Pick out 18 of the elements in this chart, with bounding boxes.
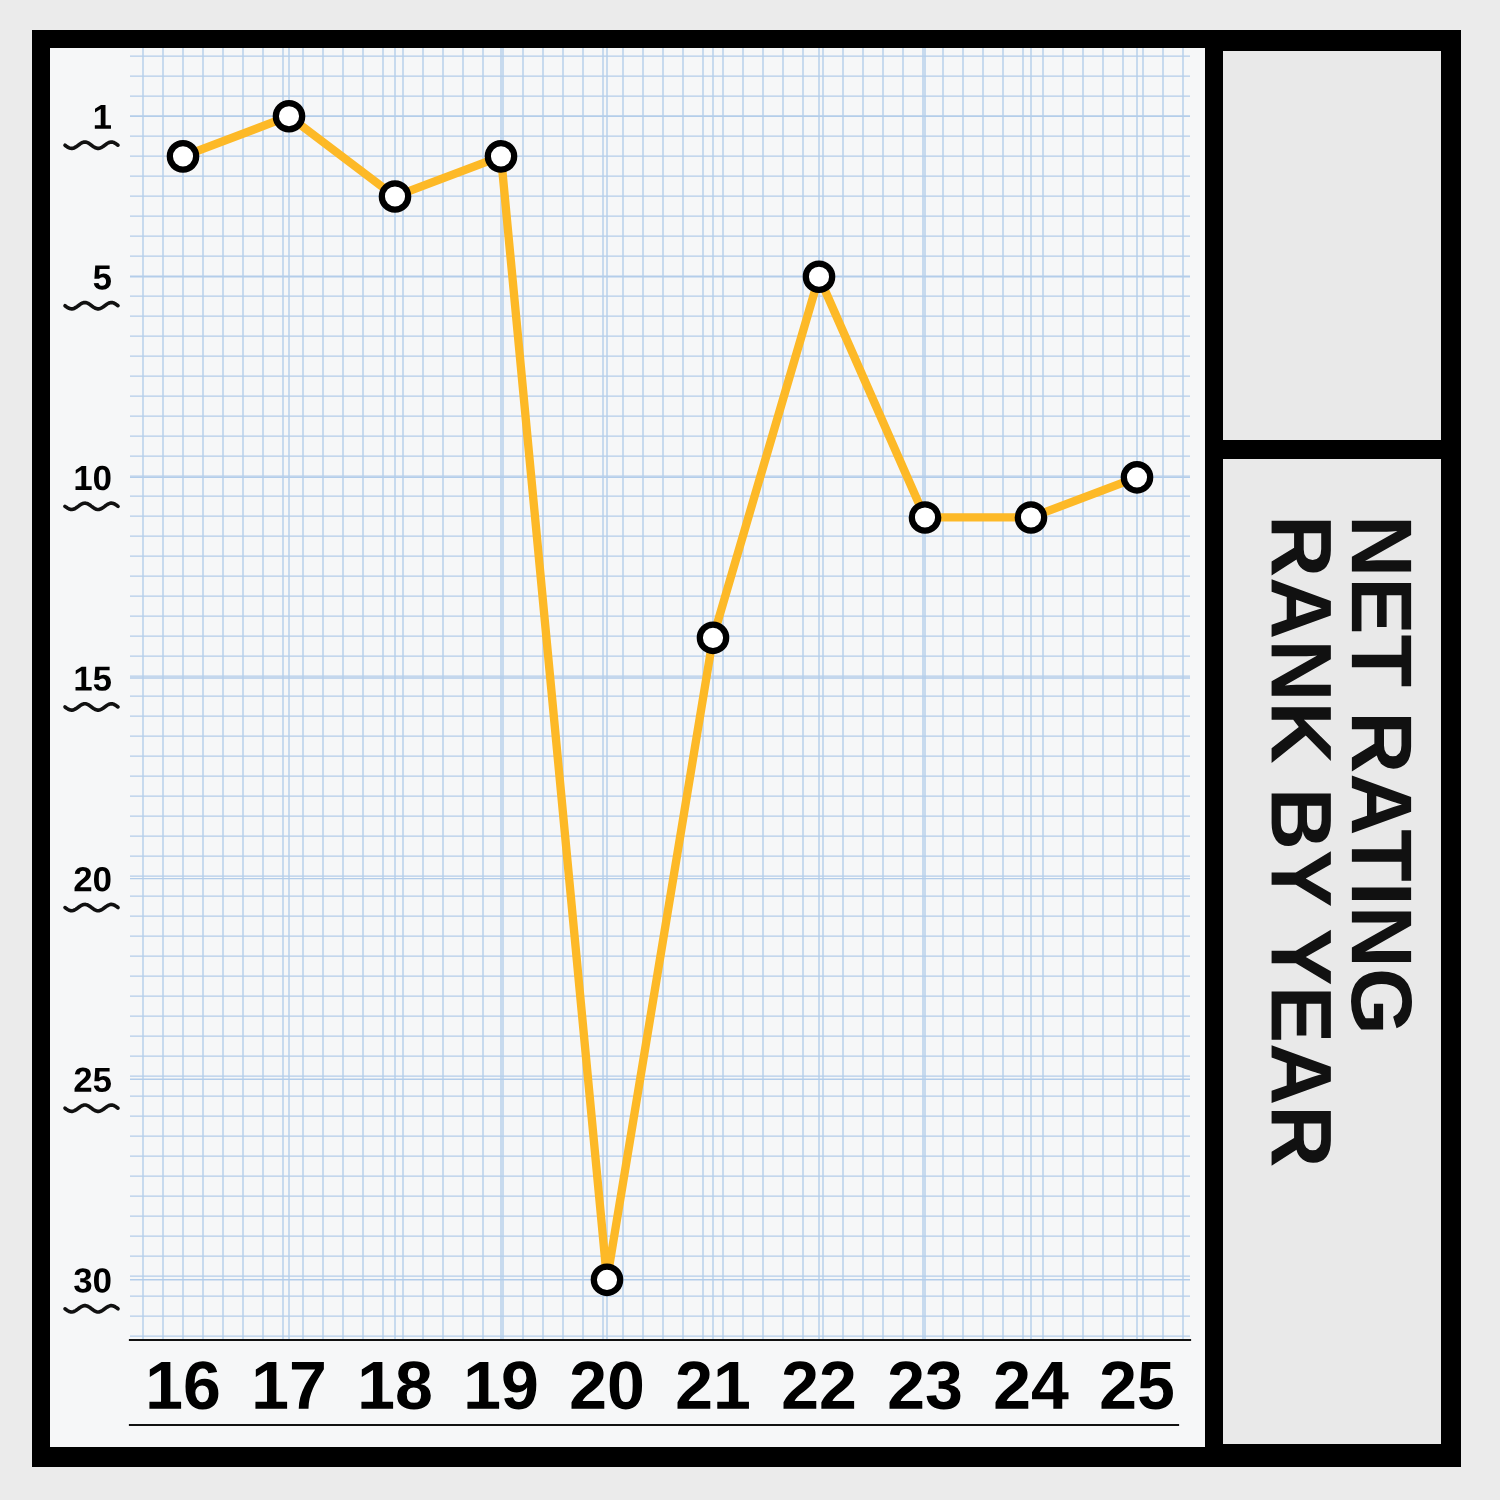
y-tick-label: 10	[75, 465, 111, 491]
y-tick-label: 5	[93, 265, 111, 290]
x-tick-label: 23	[889, 1361, 961, 1410]
y-tick-label: 25	[74, 1067, 111, 1093]
x-tick-label: 22	[783, 1361, 855, 1409]
x-tick-label: 25	[1101, 1361, 1173, 1410]
x-tick-label: 21	[677, 1361, 749, 1409]
x-tick-label: 18	[361, 1361, 431, 1410]
y-tick-label: 30	[74, 1268, 111, 1293]
y-tick-label: 20	[74, 866, 111, 892]
x-tick-label: 16	[149, 1361, 219, 1410]
x-tick-label: 19	[467, 1361, 537, 1410]
x-tick-label: 24	[995, 1361, 1069, 1409]
y-tick-label: 1	[94, 104, 111, 129]
text: NET RATING RANK BY YEAR	[1271, 520, 1412, 1166]
x-tick-label: 20	[571, 1361, 643, 1410]
x-tick-label: 17	[255, 1361, 324, 1409]
y-tick-label: 15	[75, 666, 111, 691]
